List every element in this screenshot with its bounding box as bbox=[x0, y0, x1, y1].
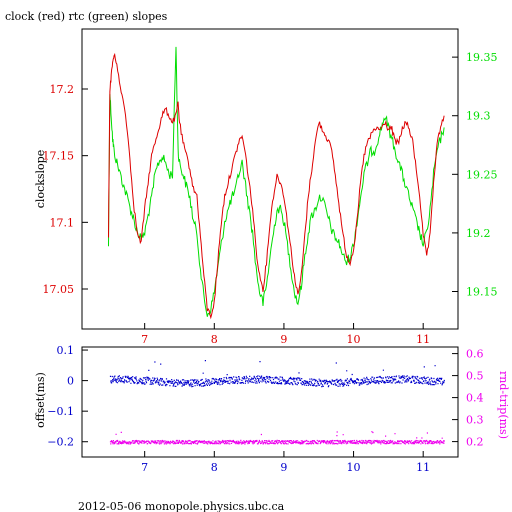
offset-right-tick-label: 0.3 bbox=[466, 414, 484, 427]
slopes-right-tick-label: 19.2 bbox=[466, 227, 491, 240]
offset-x-tick-label: 11 bbox=[416, 461, 430, 474]
rnd-trip-axis-label: rnd-trip(ms) bbox=[497, 371, 510, 439]
rtc-series-line bbox=[108, 46, 445, 317]
slopes-right-tick-label: 19.25 bbox=[466, 168, 498, 181]
chart-title: clock (red) rtc (green) slopes bbox=[5, 10, 168, 23]
offset-axis-label: offset(ms) bbox=[34, 372, 47, 428]
offset-left-tick-label: −0.1 bbox=[47, 405, 74, 418]
slopes-right-tick-label: 19.15 bbox=[466, 286, 498, 299]
offset-left-axis: 0.1 0 −0.1 −0.2 bbox=[47, 344, 88, 449]
offset-right-tick-label: 0.6 bbox=[466, 348, 484, 361]
slopes-panel: 7 8 9 10 11 17.05 17.1 17.15 17.2 19.15 19.2 19.2… bbox=[34, 28, 498, 346]
clockslope-axis-label: clockslope bbox=[34, 150, 47, 208]
slopes-left-tick-label: 17.05 bbox=[43, 283, 75, 296]
offset-right-tick-label: 0.2 bbox=[466, 436, 484, 449]
slopes-series bbox=[108, 46, 445, 320]
footer-caption: 2012-05-06 monopole.physics.ubc.ca bbox=[78, 500, 285, 512]
slopes-x-tick-label: 10 bbox=[347, 333, 361, 346]
slopes-x-tick-label: 7 bbox=[141, 333, 148, 346]
offset-left-tick-label: −0.2 bbox=[47, 436, 74, 449]
offset-x-axis: 7 8 9 10 11 bbox=[141, 451, 430, 474]
offset-x-tick-label: 10 bbox=[347, 461, 361, 474]
offset-left-tick-label: 0 bbox=[67, 375, 74, 388]
slopes-plot-frame bbox=[81, 28, 459, 330]
offset-panel: 7 8 9 10 11 0.1 0 −0.1 −0.2 0.6 0.5 0.4 0.3 0.2 off… bbox=[34, 344, 510, 474]
offset-right-axis: 0.6 0.5 0.4 0.3 0.2 bbox=[452, 348, 484, 449]
slopes-right-tick-label: 19.35 bbox=[466, 51, 498, 64]
offset-x-tick-label: 7 bbox=[141, 461, 148, 474]
slopes-left-tick-label: 17.1 bbox=[50, 216, 75, 229]
rnd-trip-points bbox=[109, 431, 445, 445]
slopes-left-axis: 17.05 17.1 17.15 17.2 bbox=[43, 83, 88, 296]
slopes-right-axis: 19.15 19.2 19.25 19.3 19.35 bbox=[452, 51, 498, 299]
offset-series bbox=[109, 360, 445, 445]
slopes-x-axis: 7 8 9 10 11 bbox=[141, 323, 430, 346]
slopes-x-tick-label: 11 bbox=[416, 333, 430, 346]
offset-plot-frame bbox=[81, 346, 459, 458]
offset-left-tick-label: 0.1 bbox=[57, 344, 75, 357]
slopes-x-tick-label: 8 bbox=[211, 333, 218, 346]
offset-right-tick-label: 0.4 bbox=[466, 392, 484, 405]
slopes-right-tick-label: 19.3 bbox=[466, 110, 491, 123]
offset-right-tick-label: 0.5 bbox=[466, 370, 484, 383]
clock-series-line bbox=[108, 52, 445, 320]
slopes-left-tick-label: 17.15 bbox=[43, 150, 75, 163]
offset-points bbox=[109, 360, 445, 388]
slopes-x-tick-label: 9 bbox=[280, 333, 287, 346]
offset-x-tick-label: 8 bbox=[211, 461, 218, 474]
offset-x-tick-label: 9 bbox=[280, 461, 287, 474]
slopes-left-tick-label: 17.2 bbox=[50, 83, 75, 96]
